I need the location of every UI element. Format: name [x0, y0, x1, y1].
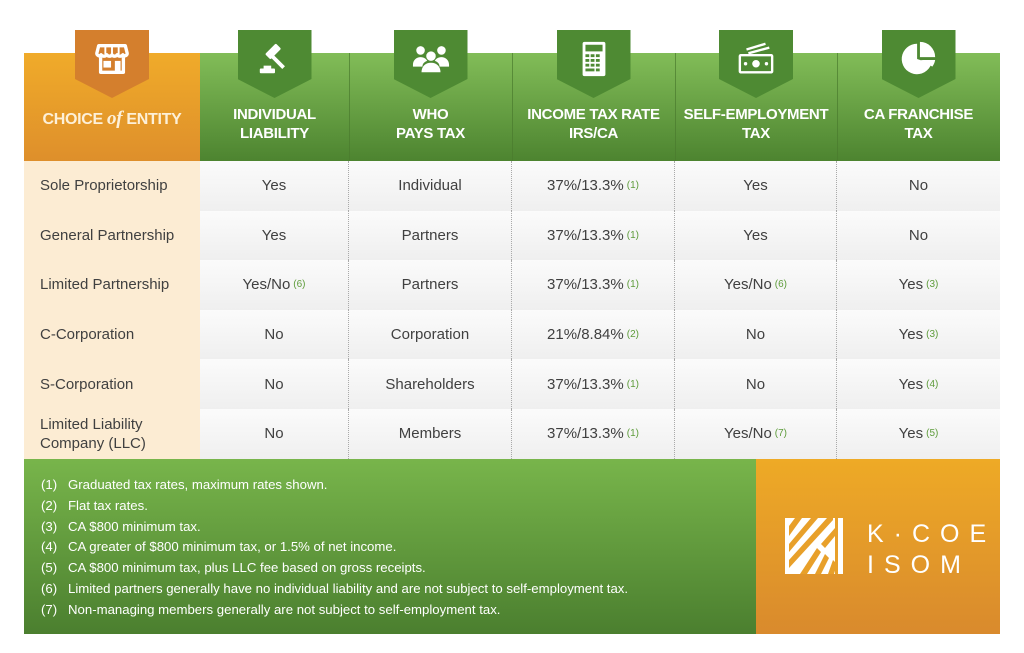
- header-divider: [837, 53, 838, 161]
- storefront-icon: [75, 30, 149, 98]
- table-row: Limited Liability Company (LLC) No Member…: [24, 408, 1000, 459]
- footnote-ref: (7): [774, 428, 788, 440]
- header-label: WHO PAYS TAX: [395, 106, 465, 142]
- liability-cell: No: [200, 309, 349, 360]
- header-divider: [349, 53, 350, 161]
- header-choice-of-entity: CHOICE of ENTITY: [24, 30, 200, 161]
- franchise-cell: Yes (3): [837, 309, 1000, 360]
- rate-cell: 37%/13.3% (1): [512, 210, 675, 261]
- table-row: General Partnership Yes Partners 37%/13.…: [24, 210, 1000, 261]
- se-tax-cell: No: [675, 359, 837, 409]
- who-pays-cell: Members: [349, 408, 512, 459]
- who-pays-cell: Corporation: [349, 309, 512, 360]
- se-tax-cell: Yes/No (6): [675, 260, 837, 310]
- header-divider: [512, 53, 513, 161]
- franchise-cell: No: [837, 161, 1000, 211]
- rate-cell: 37%/13.3% (1): [512, 260, 675, 310]
- footnote-ref: (3): [926, 329, 939, 341]
- footnote-ref: (2): [626, 329, 639, 341]
- header-self-employment-tax: SELF-EMPLOYMENT TAX: [675, 30, 837, 161]
- entity-table: Sole Proprietorship Yes Individual 37%/1…: [24, 161, 1000, 459]
- who-pays-cell: Shareholders: [349, 359, 512, 409]
- entity-name: S-Corporation: [24, 359, 200, 409]
- footnote-ref: (1): [626, 180, 639, 192]
- footnote-item: (3) CA $800 minimum tax.: [41, 518, 201, 534]
- footnote-ref: (5): [926, 428, 939, 440]
- table-row: C-Corporation No Corporation 21%/8.84% (2…: [24, 309, 1000, 360]
- who-pays-cell: Partners: [349, 260, 512, 310]
- header-divider: [675, 53, 676, 161]
- people-group-icon: [393, 30, 468, 98]
- entity-name: Sole Proprietorship: [24, 161, 200, 211]
- footnote-ref: (1): [626, 229, 639, 241]
- footnote-ref: (6): [293, 279, 306, 291]
- footnote-ref: (1): [626, 428, 639, 440]
- entity-name: C-Corporation: [24, 309, 200, 360]
- se-tax-cell: Yes: [675, 210, 837, 261]
- footnote-item: (1) Graduated tax rates, maximum rates sh…: [41, 477, 328, 492]
- franchise-cell: No: [837, 210, 1000, 261]
- calculator-icon: [556, 30, 631, 98]
- entity-name: General Partnership: [24, 210, 200, 261]
- footnote-item: (2) Flat tax rates.: [41, 497, 148, 513]
- entity-name: Limited Partnership: [24, 260, 200, 310]
- liability-cell: No: [200, 359, 349, 409]
- franchise-cell: Yes (5): [837, 408, 1000, 459]
- franchise-cell: Yes (3): [837, 260, 1000, 310]
- liability-cell: Yes/No (6): [200, 260, 349, 310]
- header-label: INDIVIDUAL LIABILITY: [233, 106, 316, 142]
- footnote-ref: (1): [626, 279, 639, 291]
- franchise-cell: Yes (4): [837, 359, 1000, 409]
- header-who-pays-tax: WHO PAYS TAX: [349, 30, 512, 161]
- header-label: CA FRANCHISE TAX: [863, 106, 974, 142]
- header-label: CHOICE of ENTITY: [42, 108, 182, 129]
- footnote-item: (6) Limited partners generally have no in…: [41, 580, 629, 596]
- rate-cell: 37%/13.3% (1): [512, 359, 675, 409]
- header-ca-franchise-tax: CA FRANCHISE TAX: [837, 30, 1000, 161]
- liability-cell: No: [200, 408, 349, 459]
- header-income-tax-rate: INCOME TAX RATE IRS/CA: [512, 30, 675, 161]
- table-row: Limited Partnership Yes/No (6) Partners 3…: [24, 260, 1000, 310]
- who-pays-cell: Partners: [349, 210, 512, 261]
- table-row: Sole Proprietorship Yes Individual 37%/1…: [24, 161, 1000, 211]
- header-individual-liability: INDIVIDUAL LIABILITY: [200, 30, 349, 161]
- table-row: S-Corporation No Shareholders 37%/13.3%(…: [24, 359, 1000, 409]
- logo-panel: K·COE ISOM: [756, 459, 1000, 634]
- rate-cell: 21%/8.84% (2): [512, 309, 675, 360]
- footnote-ref: (3): [926, 279, 939, 291]
- footnote-ref: (6): [774, 279, 788, 291]
- footnote-item: (5) CA $800 minimum tax, plus LLC fee bas…: [41, 560, 426, 576]
- gavel-icon: [237, 30, 312, 98]
- rate-cell: 37%/13.3% (1): [512, 161, 675, 211]
- pie-chart-icon: [881, 30, 956, 98]
- header-label: INCOME TAX RATE IRS/CA: [527, 106, 660, 142]
- kcoe-isom-logo-icon: [785, 518, 843, 574]
- money-bills-icon: [719, 30, 793, 98]
- liability-cell: Yes: [200, 161, 349, 211]
- footnote-ref: (1): [626, 378, 639, 390]
- footnote-item: (7) Non-managing members generally are no…: [41, 601, 501, 617]
- header-label: SELF-EMPLOYMENT TAX: [683, 106, 829, 142]
- se-tax-cell: Yes: [675, 161, 837, 211]
- footnote-item: (4) CA greater of $800 minimum tax, or 1.…: [41, 539, 397, 555]
- footnotes-panel: (1) Graduated tax rates, maximum rates sh…: [24, 459, 756, 634]
- entity-name: Limited Liability Company (LLC): [24, 408, 200, 459]
- se-tax-cell: No: [675, 309, 837, 360]
- liability-cell: Yes: [200, 210, 349, 261]
- footnote-ref: (4): [926, 378, 939, 390]
- who-pays-cell: Individual: [349, 161, 512, 211]
- logo-wordmark: K·COE ISOM: [867, 520, 997, 579]
- se-tax-cell: Yes/No (7): [675, 408, 837, 459]
- rate-cell: 37%/13.3% (1): [512, 408, 675, 459]
